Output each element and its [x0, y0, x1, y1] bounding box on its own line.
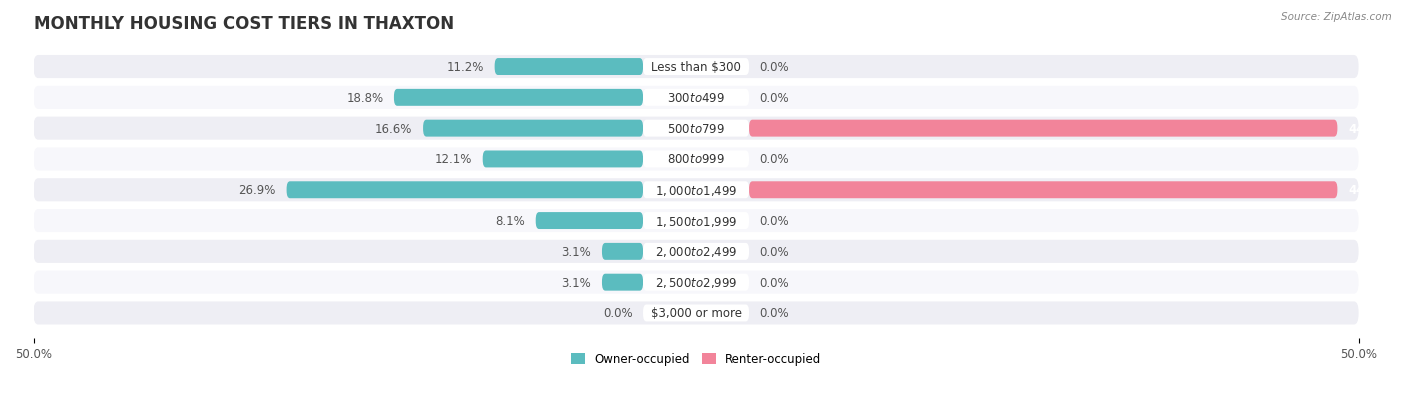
FancyBboxPatch shape — [423, 120, 643, 137]
FancyBboxPatch shape — [394, 90, 643, 107]
FancyBboxPatch shape — [643, 305, 749, 322]
FancyBboxPatch shape — [749, 182, 1337, 199]
Text: 44.4%: 44.4% — [1348, 122, 1389, 135]
FancyBboxPatch shape — [34, 179, 1358, 202]
Text: $3,000 or more: $3,000 or more — [651, 307, 741, 320]
Text: 0.0%: 0.0% — [759, 214, 789, 228]
Text: $2,000 to $2,499: $2,000 to $2,499 — [655, 245, 737, 259]
FancyBboxPatch shape — [495, 59, 643, 76]
Text: 0.0%: 0.0% — [759, 153, 789, 166]
FancyBboxPatch shape — [602, 243, 643, 260]
Text: 16.6%: 16.6% — [375, 122, 412, 135]
FancyBboxPatch shape — [643, 120, 749, 137]
Text: 0.0%: 0.0% — [759, 245, 789, 258]
Text: $1,500 to $1,999: $1,500 to $1,999 — [655, 214, 737, 228]
FancyBboxPatch shape — [749, 120, 1337, 137]
FancyBboxPatch shape — [643, 274, 749, 291]
Text: MONTHLY HOUSING COST TIERS IN THAXTON: MONTHLY HOUSING COST TIERS IN THAXTON — [34, 15, 454, 33]
Text: 18.8%: 18.8% — [346, 92, 384, 104]
FancyBboxPatch shape — [482, 151, 643, 168]
Text: 0.0%: 0.0% — [603, 307, 633, 320]
FancyBboxPatch shape — [643, 182, 749, 199]
FancyBboxPatch shape — [34, 209, 1358, 233]
Text: 44.4%: 44.4% — [1348, 184, 1389, 197]
Text: 0.0%: 0.0% — [759, 92, 789, 104]
FancyBboxPatch shape — [34, 271, 1358, 294]
Text: $500 to $799: $500 to $799 — [666, 122, 725, 135]
FancyBboxPatch shape — [643, 59, 749, 76]
FancyBboxPatch shape — [643, 243, 749, 260]
FancyBboxPatch shape — [34, 240, 1358, 263]
Text: 26.9%: 26.9% — [239, 184, 276, 197]
Text: Less than $300: Less than $300 — [651, 61, 741, 74]
Text: $300 to $499: $300 to $499 — [666, 92, 725, 104]
FancyBboxPatch shape — [34, 117, 1358, 140]
FancyBboxPatch shape — [643, 151, 749, 168]
FancyBboxPatch shape — [34, 148, 1358, 171]
Text: 0.0%: 0.0% — [759, 61, 789, 74]
FancyBboxPatch shape — [34, 301, 1358, 325]
Text: 0.0%: 0.0% — [759, 307, 789, 320]
Text: 3.1%: 3.1% — [561, 245, 592, 258]
Text: Source: ZipAtlas.com: Source: ZipAtlas.com — [1281, 12, 1392, 22]
Text: $2,500 to $2,999: $2,500 to $2,999 — [655, 275, 737, 290]
FancyBboxPatch shape — [643, 213, 749, 230]
Text: 0.0%: 0.0% — [759, 276, 789, 289]
Text: 11.2%: 11.2% — [447, 61, 484, 74]
Text: 8.1%: 8.1% — [495, 214, 524, 228]
FancyBboxPatch shape — [287, 182, 643, 199]
Legend: Owner-occupied, Renter-occupied: Owner-occupied, Renter-occupied — [567, 348, 827, 370]
FancyBboxPatch shape — [34, 87, 1358, 109]
Text: 12.1%: 12.1% — [434, 153, 472, 166]
Text: 3.1%: 3.1% — [561, 276, 592, 289]
FancyBboxPatch shape — [602, 274, 643, 291]
FancyBboxPatch shape — [643, 90, 749, 107]
FancyBboxPatch shape — [34, 56, 1358, 79]
Text: $1,000 to $1,499: $1,000 to $1,499 — [655, 183, 737, 197]
Text: $800 to $999: $800 to $999 — [666, 153, 725, 166]
FancyBboxPatch shape — [536, 213, 643, 230]
